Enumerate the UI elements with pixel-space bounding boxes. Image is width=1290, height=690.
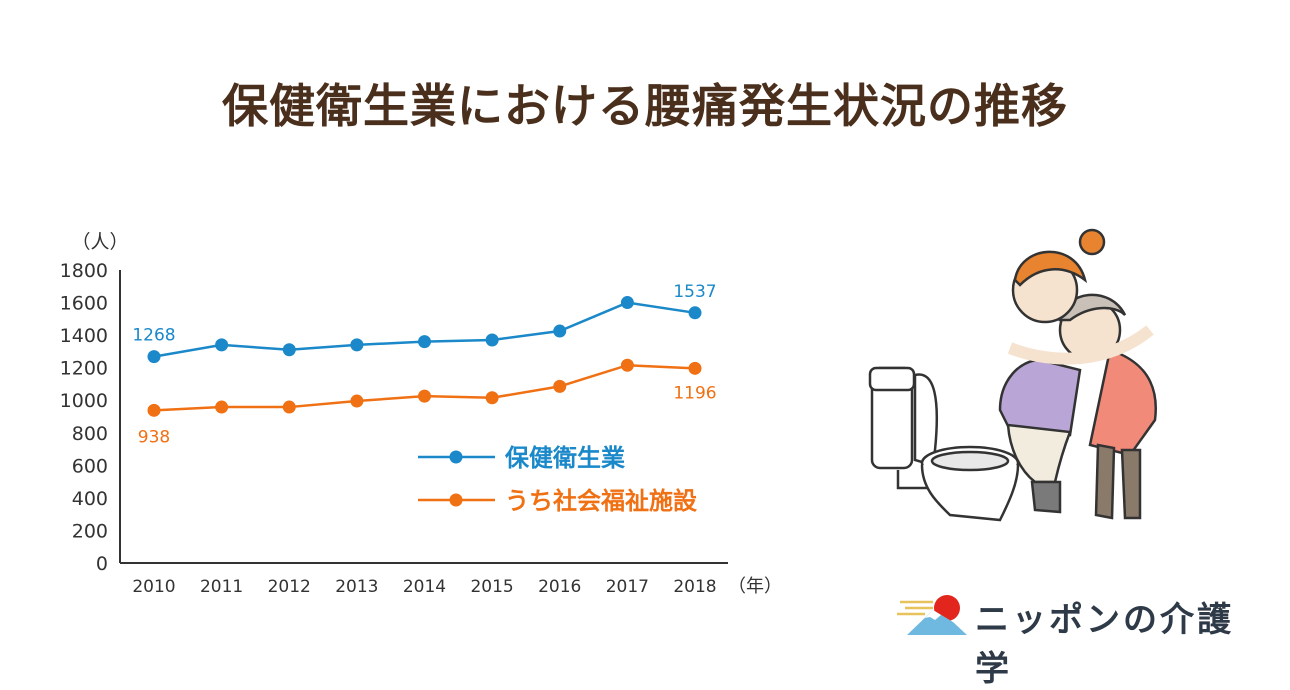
legend-swatch-marker [449,493,463,507]
x-tick-label: 2015 [470,577,513,597]
mountain-sun-logo-icon [897,595,967,635]
data-point [553,324,567,338]
legend-label: 保健衛生業 [504,444,625,472]
data-point [485,391,499,405]
y-tick-label: 1600 [60,293,108,315]
y-tick-label: 1800 [60,260,108,282]
caregiver-illustration [868,228,1158,522]
y-tick-label: 0 [96,553,108,575]
data-point [215,338,229,352]
data-point [282,400,296,414]
legend-label: うち社会福祉施設 [505,487,698,515]
caregiver-icon [1007,228,1158,520]
x-axis-unit: （年） [728,576,782,597]
data-point [418,335,431,349]
logo-text: ニッポンの介護学 [975,600,1234,689]
data-point [147,350,161,364]
data-point [350,394,364,408]
data-point [485,333,499,347]
data-point [620,358,634,372]
series-line-0 [153,301,696,358]
y-tick-label: 200 [72,520,108,542]
data-point [215,400,229,414]
data-point [688,361,702,375]
data-point [147,403,161,417]
data-label: 1196 [673,383,716,403]
series-line-1 [153,363,696,412]
data-point [350,338,364,352]
data-point [553,379,567,393]
x-tick-label: 2010 [132,577,175,597]
data-point [620,296,634,310]
data-label: 938 [138,427,170,447]
legend-swatch-marker [449,450,463,464]
line-chart: 0 200 400 600 800 1000 1200 1400 1600 1800 （人） 2010… [60,231,782,597]
data-point [282,343,296,357]
y-tick-label: 800 [72,423,108,445]
data-point [688,306,702,320]
y-tick-label: 400 [72,488,108,510]
y-tick-label: 1000 [60,390,108,412]
x-tick-label: 2012 [268,577,311,597]
data-label: 1537 [673,282,716,302]
x-tick-label: 2017 [606,577,649,597]
toilet-icon [868,366,1020,522]
site-logo: ニッポンの介護学 [895,590,1265,689]
y-axis-unit: （人） [71,231,128,253]
x-tick-label: 2013 [335,577,378,597]
x-tick-label: 2016 [538,577,581,597]
y-tick-label: 1200 [60,358,108,380]
chart-title: 保健衛生業における腰痛発生状況の推移 [222,79,1068,133]
x-tick-label: 2011 [200,577,243,597]
x-tick-label: 2018 [673,577,716,597]
x-tick-label: 2014 [403,577,446,597]
data-point [418,389,431,403]
data-label: 1268 [132,326,175,346]
y-tick-label: 1400 [60,325,108,347]
y-tick-label: 600 [72,455,108,477]
